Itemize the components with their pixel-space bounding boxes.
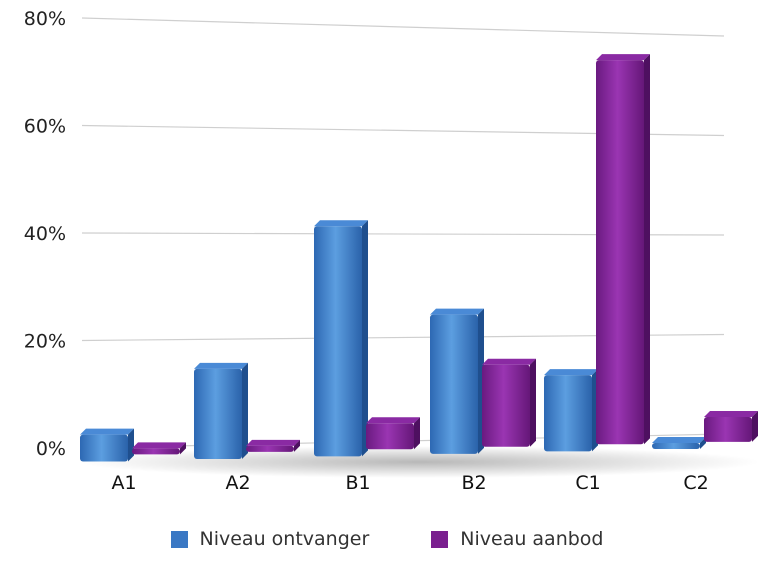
x-category-label: C2 <box>683 472 708 494</box>
bar-top <box>366 417 420 424</box>
bar-front <box>704 416 752 442</box>
x-category-label: A2 <box>225 472 250 494</box>
legend-label-aanbod: Niveau aanbod <box>460 528 604 550</box>
bar-top <box>80 428 134 435</box>
bar-top <box>314 220 368 227</box>
bar-A1-aanbod <box>132 442 186 455</box>
bar-side <box>530 358 536 447</box>
bar-chart: 0% 20% 40% 60% 80% A1 A2 B1 B2 C1 C2 <box>24 8 760 494</box>
bar-side <box>242 362 248 460</box>
bar-top <box>652 437 706 444</box>
legend-label-ontvanger: Niveau ontvanger <box>199 528 370 550</box>
legend-item-aanbod: Niveau aanbod <box>431 528 604 550</box>
bar-side <box>644 54 650 445</box>
y-tick-label: 20% <box>24 331 66 353</box>
floor-shadow <box>80 446 760 478</box>
bar-side <box>414 417 420 450</box>
bar-side <box>128 428 134 462</box>
y-tick-label: 60% <box>24 116 66 138</box>
bar-front <box>80 434 128 462</box>
bar-front <box>652 443 700 450</box>
legend-swatch-ontvanger <box>170 530 188 548</box>
bar-front <box>544 375 592 452</box>
bar-side <box>294 439 300 452</box>
bar-B2-ontvanger <box>430 308 484 454</box>
bar-B1-ontvanger <box>314 220 368 457</box>
bar-top <box>194 362 248 369</box>
bar-C1-ontvanger <box>544 369 598 452</box>
x-axis-categories: A1 A2 B1 B2 C1 C2 <box>111 472 708 494</box>
x-category-label: A1 <box>111 472 136 494</box>
gridline <box>81 17 725 37</box>
bar-front <box>482 364 530 447</box>
y-tick-label: 80% <box>24 8 66 30</box>
bar-top <box>482 358 536 365</box>
bar-front <box>596 60 644 445</box>
bar-C1-aanbod <box>596 54 650 445</box>
bar-front <box>246 445 294 452</box>
bar-side <box>362 220 368 457</box>
bar-top <box>704 410 758 417</box>
x-category-label: C1 <box>575 472 600 494</box>
bar-A2-aanbod <box>246 439 300 452</box>
legend-item-ontvanger: Niveau ontvanger <box>170 528 370 550</box>
bar-top <box>430 308 484 315</box>
bar-side <box>180 442 186 455</box>
bar-front <box>132 448 180 455</box>
bar-front <box>366 423 414 450</box>
y-tick-label: 40% <box>24 223 66 245</box>
legend: Niveau ontvanger Niveau aanbod <box>0 528 774 550</box>
bar-top <box>132 442 186 449</box>
bar-front <box>430 314 478 454</box>
bars <box>80 54 760 478</box>
bar-A1-ontvanger <box>80 428 134 462</box>
bar-front <box>314 226 362 457</box>
bar-top <box>544 369 598 376</box>
bar-A2-ontvanger <box>194 362 248 460</box>
bar-C2-ontvanger <box>652 437 706 450</box>
bar-top <box>596 54 650 61</box>
bar-side <box>752 410 758 442</box>
x-category-label: B2 <box>461 472 486 494</box>
bar-front <box>194 368 242 460</box>
bar-top <box>246 439 300 446</box>
y-tick-label: 0% <box>36 438 66 460</box>
x-category-label: B1 <box>345 472 370 494</box>
legend-swatch-aanbod <box>431 530 449 548</box>
bar-B1-aanbod <box>366 417 420 450</box>
bar-B2-aanbod <box>482 358 536 447</box>
bar-C2-aanbod <box>704 410 758 442</box>
y-axis-ticks: 0% 20% 40% 60% 80% <box>24 8 66 460</box>
